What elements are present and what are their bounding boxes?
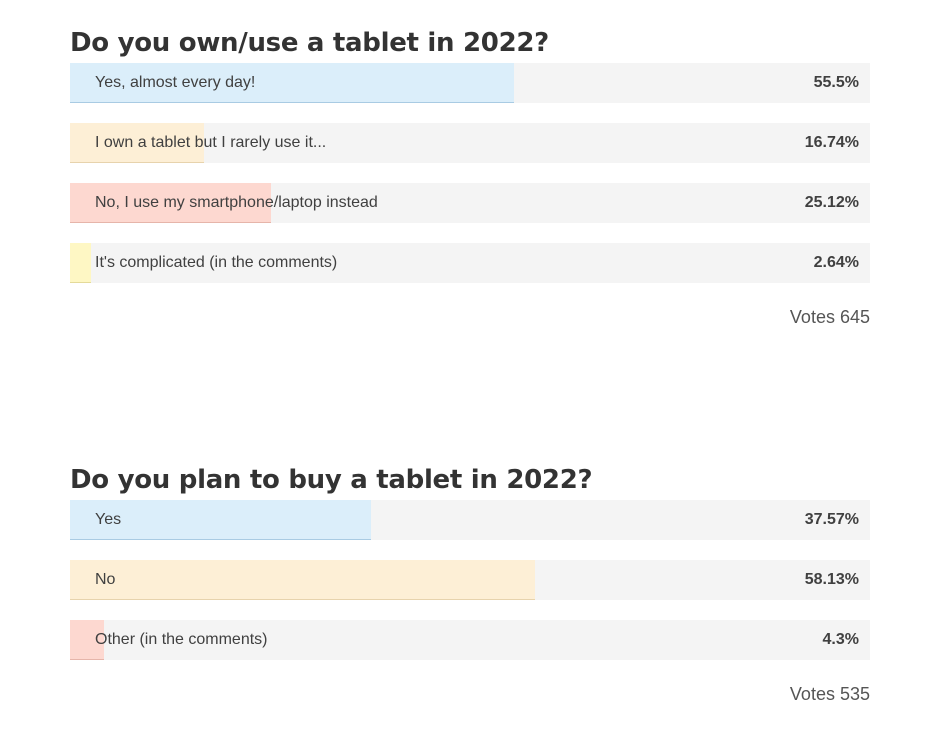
option-label: I own a tablet but I rarely use it...: [95, 134, 327, 151]
result-bar: [70, 560, 535, 600]
result-bar: [70, 620, 104, 660]
option-percent: 2.64%: [813, 254, 859, 271]
poll-option-no[interactable]: No 58.13%: [70, 560, 870, 600]
poll-title: Do you plan to buy a tablet in 2022?: [70, 465, 593, 495]
option-percent: 25.12%: [804, 194, 859, 211]
result-bar: [70, 183, 271, 223]
result-bar: [70, 243, 91, 283]
option-percent: 55.5%: [813, 74, 859, 91]
option-label: Other (in the comments): [95, 631, 268, 648]
option-percent: 16.74%: [804, 134, 859, 151]
result-bar: [70, 123, 204, 163]
votes-count: Votes 645: [789, 307, 870, 327]
poll-option-smartphone-laptop[interactable]: No, I use my smartphone/laptop instead 2…: [70, 183, 870, 223]
option-label: No, I use my smartphone/laptop instead: [95, 194, 378, 211]
option-percent: 4.3%: [822, 631, 859, 648]
option-label: It's complicated (in the comments): [95, 254, 338, 271]
poll-option-yes[interactable]: Yes 37.57%: [70, 500, 870, 540]
poll-option-complicated[interactable]: It's complicated (in the comments) 2.64%: [70, 243, 870, 283]
result-bar: [70, 63, 514, 103]
poll-title: Do you own/use a tablet in 2022?: [70, 28, 549, 58]
poll-option-other[interactable]: Other (in the comments) 4.3%: [70, 620, 870, 660]
poll-own-tablet: Do you own/use a tablet in 2022? Yes, al…: [70, 23, 870, 333]
option-label: Yes, almost every day!: [95, 74, 256, 91]
votes-count: Votes 535: [789, 684, 870, 704]
poll-option-yes-every-day[interactable]: Yes, almost every day! 55.5%: [70, 63, 870, 103]
poll-option-rarely-use[interactable]: I own a tablet but I rarely use it... 16…: [70, 123, 870, 163]
option-label: No: [95, 571, 116, 588]
result-bar: [70, 500, 371, 540]
option-label: Yes: [95, 511, 122, 528]
option-percent: 58.13%: [804, 571, 859, 588]
poll-plan-to-buy: Do you plan to buy a tablet in 2022? Yes…: [70, 460, 870, 710]
option-percent: 37.57%: [804, 511, 859, 528]
